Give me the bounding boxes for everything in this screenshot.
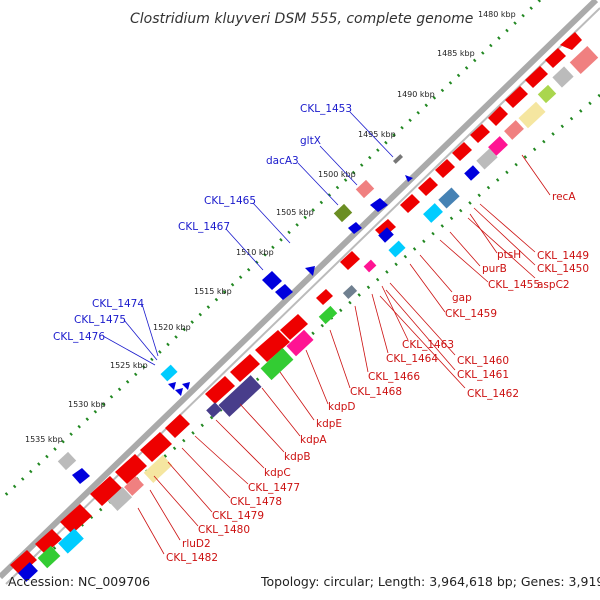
gene-label: CKL_1477 [248, 482, 300, 494]
gene-label: CKL_1462 [467, 388, 519, 400]
gene-label: CKL_1460 [457, 355, 509, 367]
tick-label: 1520 kbp [153, 323, 191, 332]
gene-label: kdpB [284, 451, 311, 463]
gene-label: CKL_1450 [537, 263, 589, 275]
tick-label: 1515 kbp [194, 287, 232, 296]
inner-gene-track-1 [10, 32, 582, 575]
tick-label: 1510 kbp [236, 248, 274, 257]
gene-label: CKL_1468 [350, 386, 402, 398]
gene-label: CKL_1459 [445, 308, 497, 320]
gene-label: CKL_1463 [402, 339, 454, 351]
tick-label: 1495 kbp [358, 130, 396, 139]
tick-label: 1485 kbp [437, 49, 475, 58]
gene-label: rluD2 [182, 538, 211, 550]
tick-label: 1525 kbp [110, 361, 148, 370]
tick-label: 1535 kbp [25, 435, 63, 444]
gene-label: CKL_1453 [300, 103, 352, 115]
gene-label: CKL_1467 [178, 221, 230, 233]
gene-label: dacA3 [266, 155, 299, 167]
gene-label: CKL_1476 [53, 331, 105, 343]
blue-label-group: CKL_1453 gltX dacA3 CKL_1465 CKL_1467 CK… [53, 103, 394, 366]
gene-label: kdpE [316, 418, 342, 430]
tick-label: 1500 kbp [318, 170, 356, 179]
gene-label: gap [452, 292, 472, 304]
gene-label: CKL_1466 [368, 371, 420, 383]
gene-label: CKL_1482 [166, 552, 218, 564]
accession-text: Accession: NC_009706 [8, 574, 150, 589]
gene-label: CKL_1480 [198, 524, 250, 536]
gene-label: aspC2 [537, 279, 570, 291]
outer-features [57, 154, 413, 484]
gene-label: CKL_1475 [74, 314, 126, 326]
gene-label: kdpA [300, 434, 327, 446]
inner-scale-arc [39, 93, 600, 562]
gene-label: CKL_1449 [537, 250, 589, 262]
gene-label: CKL_1464 [386, 353, 438, 365]
backbone-ring [0, 0, 599, 580]
gene-label: CKL_1474 [92, 298, 144, 310]
inner-gene-track-2 [18, 45, 599, 582]
gene-label: kdpC [264, 467, 291, 479]
tick-label: 1490 kbp [397, 90, 435, 99]
kbp-scale-arc [0, 0, 542, 502]
gene-label: CKL_1461 [457, 369, 509, 381]
gene-label: CKL_1479 [212, 510, 264, 522]
map-title: Clostridium kluyveri DSM 555, complete g… [130, 11, 473, 27]
gene-label: recA [552, 191, 576, 203]
tick-label: 1480 kbp [478, 10, 516, 19]
gene-label: CKL_1478 [230, 496, 282, 508]
gene-label: CKL_1455 [488, 279, 540, 291]
gene-label: kdpD [328, 401, 356, 413]
gene-label: CKL_1465 [204, 195, 256, 207]
red-label-group: recA CKL_1449 CKL_1450 ptsH aspC2 purB C… [137, 154, 589, 564]
tick-label: 1505 kbp [276, 208, 314, 217]
gene-label: gltX [300, 135, 321, 147]
genome-summary-text: Topology: circular; Length: 3,964,618 bp… [260, 574, 600, 589]
gene-label: purB [482, 263, 507, 275]
tick-label: 1530 kbp [68, 400, 106, 409]
